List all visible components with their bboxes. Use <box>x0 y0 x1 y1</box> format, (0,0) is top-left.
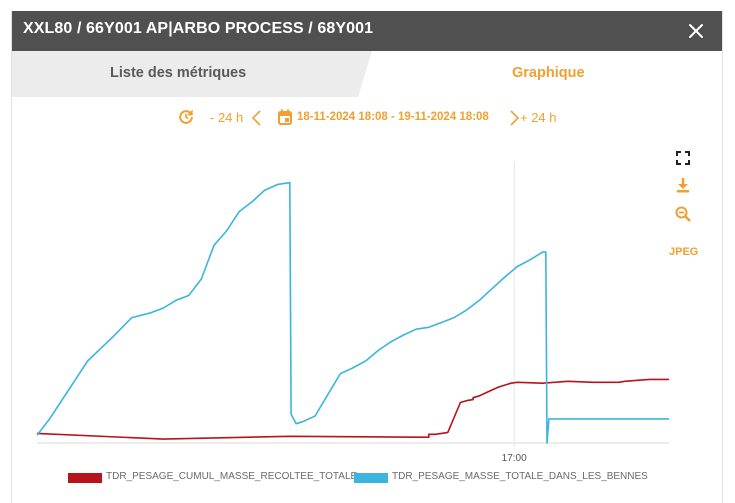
date-range[interactable]: 18-11-2024 18:08 - 19-11-2024 18:08 <box>297 111 489 123</box>
jpeg-export-button[interactable]: JPEG <box>669 246 699 258</box>
time-navigation: - 24 h 18-11-2024 18:08 - 19-11-2024 18:… <box>12 107 722 131</box>
fullscreen-icon[interactable] <box>676 151 690 165</box>
metrics-modal: XXL80 / 66Y001 AP|ARBO PROCESS / 68Y001 … <box>11 11 723 503</box>
tab-bar: Liste des métriques Graphique <box>12 51 722 97</box>
legend-label-cumul[interactable]: TDR_PESAGE_CUMUL_MASSE_RECOLTEE_TOTALE <box>106 471 358 482</box>
series-line-bennes[interactable] <box>36 181 669 444</box>
series-line-cumul[interactable] <box>36 378 669 440</box>
legend-swatch-cumul[interactable] <box>68 473 102 483</box>
close-icon <box>689 24 703 38</box>
back-24h-button[interactable]: - 24 h <box>210 110 244 125</box>
modal-title: XXL80 / 66Y001 AP|ARBO PROCESS / 68Y001 <box>23 20 374 37</box>
x-tick-label: 17:00 <box>502 453 527 461</box>
tab-background <box>12 51 372 97</box>
calendar-icon[interactable] <box>278 109 292 125</box>
zoom-out-icon[interactable] <box>675 206 691 222</box>
legend-label-bennes[interactable]: TDR_PESAGE_MASSE_TOTALE_DANS_LES_BENNES <box>392 471 648 482</box>
close-button[interactable] <box>684 19 708 43</box>
modal-titlebar: XXL80 / 66Y001 AP|ARBO PROCESS / 68Y001 <box>12 11 722 51</box>
chevron-right-icon[interactable] <box>508 109 520 127</box>
tab-liste-metriques[interactable]: Liste des métriques <box>110 65 247 81</box>
refresh-icon[interactable] <box>176 107 196 127</box>
line-chart: 17:00 <box>36 161 669 461</box>
forward-24h-button[interactable]: + 24 h <box>520 110 557 125</box>
tab-graphique[interactable]: Graphique <box>512 65 585 81</box>
chevron-left-icon[interactable] <box>250 109 264 127</box>
download-icon[interactable] <box>676 177 690 193</box>
legend-swatch-bennes[interactable] <box>354 473 388 483</box>
